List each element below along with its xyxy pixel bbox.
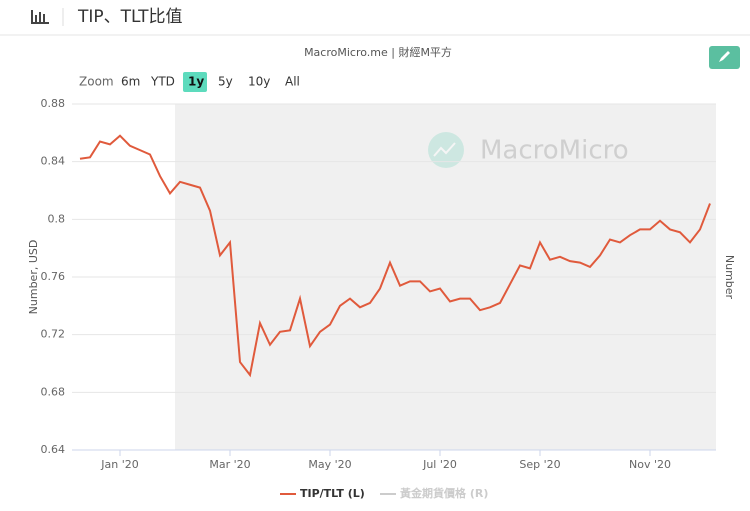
zoom-button-label[interactable]: 5y — [218, 75, 233, 89]
zoom-button-label[interactable]: 1y — [188, 75, 204, 89]
x-tick-label: May '20 — [308, 458, 351, 471]
zoom-button-label[interactable]: 6m — [121, 75, 140, 89]
zoom-button[interactable]: All — [285, 75, 300, 89]
data-line — [79, 134, 711, 378]
y2-axis-title: Number — [723, 255, 736, 300]
watermark-logo — [428, 132, 464, 168]
y-tick-label: 0.72 — [41, 328, 66, 341]
y-tick-label: 0.84 — [41, 155, 66, 168]
y-tick-label: 0.8 — [48, 212, 66, 225]
legend-item[interactable]: TIP/TLT (L) — [280, 487, 365, 500]
page-title: TIP、TLT比值 — [77, 7, 183, 27]
zoom-button[interactable]: YTD — [150, 75, 175, 89]
zoom-button-bg — [183, 72, 207, 92]
x-tick-label: Sep '20 — [519, 458, 560, 471]
chart-icon — [31, 10, 49, 24]
chart-subtitle: MacroMicro.me | 財經M平方 — [304, 45, 452, 59]
y-tick-label: 0.68 — [41, 385, 66, 398]
legend-label: TIP/TLT (L) — [300, 487, 365, 500]
y-tick-label: 0.88 — [41, 97, 66, 110]
zoom-button-label[interactable]: YTD — [150, 75, 175, 89]
y-axis-title: Number, USD — [27, 240, 40, 315]
edit-button[interactable] — [709, 46, 740, 69]
zoom-label: Zoom — [79, 75, 114, 89]
x-tick-label: Jan '20 — [100, 458, 138, 471]
zoom-button[interactable]: 6m — [121, 75, 140, 89]
zoom-button-label[interactable]: 10y — [248, 75, 270, 89]
zoom-button[interactable]: 5y — [218, 75, 233, 89]
zoom-button-label[interactable]: All — [285, 75, 300, 89]
zoom-button[interactable]: 10y — [248, 75, 270, 89]
x-tick-label: Jul '20 — [422, 458, 457, 471]
watermark: MacroMicro — [480, 136, 629, 166]
y-tick-label: 0.64 — [41, 443, 66, 456]
legend-item[interactable]: 黃金期貨價格 (R) — [380, 486, 488, 500]
y-tick-label: 0.76 — [41, 270, 66, 283]
legend-label: 黃金期貨價格 (R) — [399, 486, 488, 500]
x-tick-label: Nov '20 — [629, 458, 671, 471]
x-tick-label: Mar '20 — [209, 458, 250, 471]
zoom-button[interactable]: 1y — [183, 72, 207, 92]
